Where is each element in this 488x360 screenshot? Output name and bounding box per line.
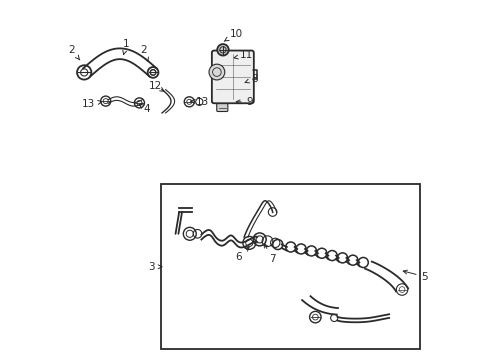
FancyBboxPatch shape	[211, 50, 253, 103]
Bar	[161, 184, 419, 349]
Circle shape	[208, 64, 224, 80]
Text: 8: 8	[244, 74, 257, 84]
Text: 4: 4	[139, 104, 150, 114]
Text: 12: 12	[148, 81, 164, 92]
Text: 11: 11	[234, 50, 253, 60]
Text: 7: 7	[264, 244, 275, 264]
Circle shape	[217, 44, 228, 55]
Text: 5: 5	[403, 270, 427, 282]
Text: 13: 13	[190, 97, 209, 107]
FancyBboxPatch shape	[216, 104, 227, 112]
Text: 9: 9	[236, 97, 253, 107]
Text: 2: 2	[68, 45, 80, 60]
Text: 6: 6	[234, 247, 248, 262]
Text: 3: 3	[148, 262, 155, 272]
Text: 2: 2	[140, 45, 148, 61]
Text: 1: 1	[122, 39, 130, 54]
Text: 13: 13	[81, 99, 102, 109]
Text: 10: 10	[224, 29, 242, 41]
